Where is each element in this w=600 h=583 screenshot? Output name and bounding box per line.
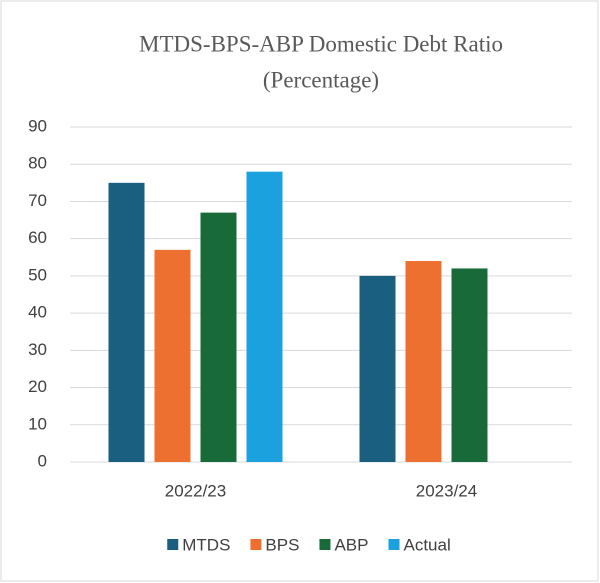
bar [405,261,442,462]
y-tick-label: 50 [28,265,47,284]
y-tick-label: 0 [38,451,47,470]
bar [246,171,283,462]
legend-swatch [250,539,262,550]
y-tick-label: 70 [28,191,47,210]
bar [451,268,488,462]
y-tick-label: 30 [28,340,47,359]
y-tick-label: 40 [28,303,47,322]
bar [200,212,237,462]
legend-label: BPS [265,535,299,554]
legend-swatch [167,539,179,550]
chart-subtitle: (Percentage) [263,67,379,92]
chart-title: MTDS-BPS-ABP Domestic Debt Ratio [139,31,503,56]
y-tick-label: 10 [28,414,47,433]
legend-swatch [388,539,400,550]
legend-label: Actual [403,535,450,554]
legend-label: MTDS [182,535,230,554]
y-tick-label: 60 [28,228,47,247]
legend-swatch [319,539,331,550]
x-tick-label: 2023/24 [416,481,477,500]
y-tick-label: 90 [28,116,47,135]
bar [108,182,145,463]
y-tick-label: 20 [28,377,47,396]
y-tick-label: 80 [28,154,47,173]
bar [154,249,191,462]
x-tick-label: 2022/23 [165,481,226,500]
bar [359,275,396,462]
legend-label: ABP [334,535,368,554]
